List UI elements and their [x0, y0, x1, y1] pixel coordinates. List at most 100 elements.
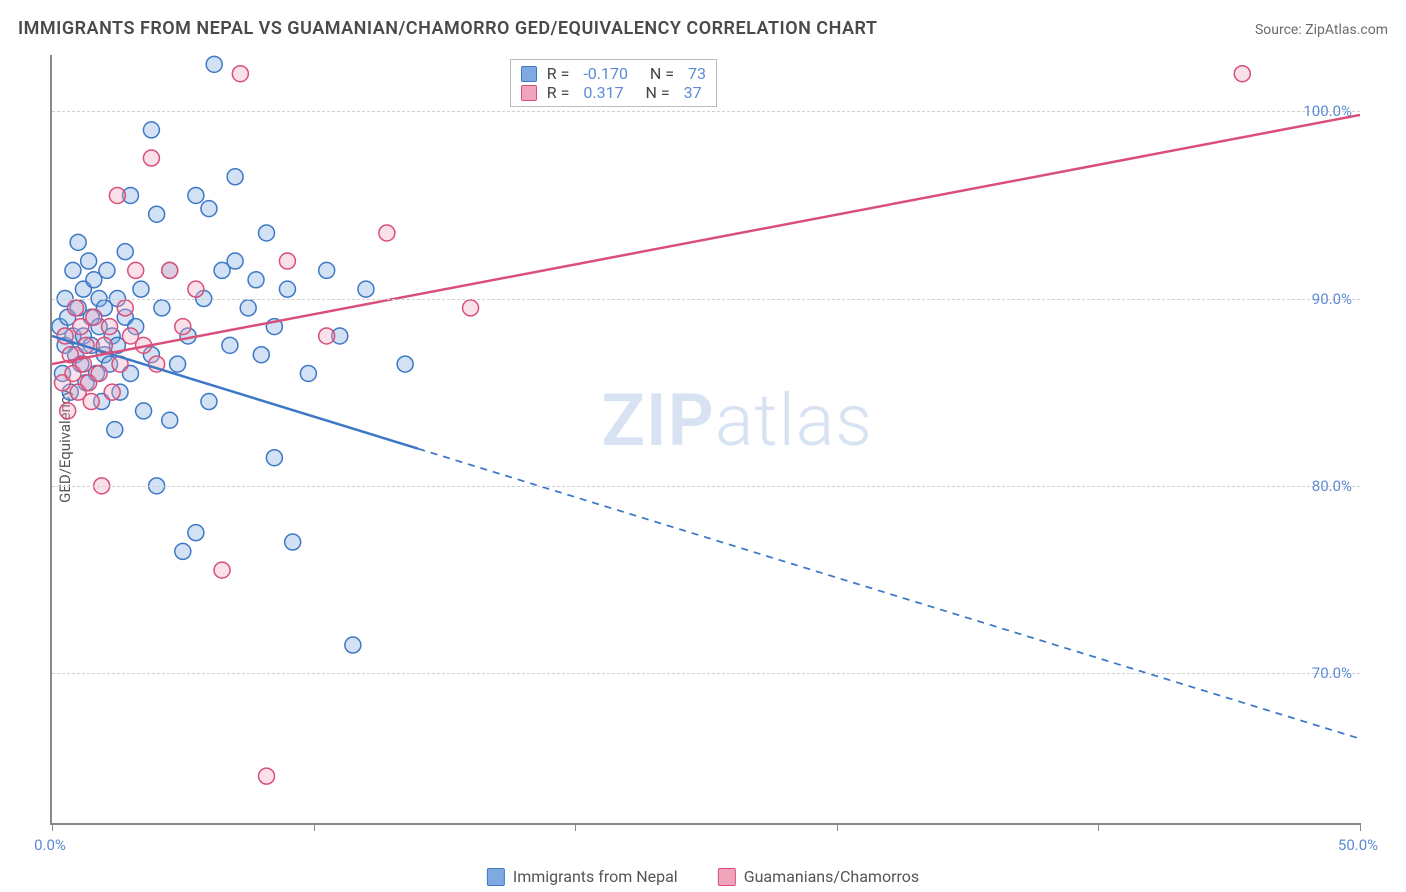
scatter-point-nepal: [227, 169, 243, 185]
scatter-point-guam: [379, 225, 395, 241]
scatter-point-nepal: [240, 300, 256, 316]
stats-r-value-nepal: -0.170: [583, 64, 628, 83]
x-tick: [837, 823, 838, 831]
x-tick: [575, 823, 576, 831]
scatter-point-nepal: [222, 337, 238, 353]
scatter-point-nepal: [319, 262, 335, 278]
scatter-point-nepal: [253, 347, 269, 363]
stats-row-nepal: R = -0.170 N = 73: [521, 64, 706, 83]
scatter-point-nepal: [285, 534, 301, 550]
scatter-point-guam: [68, 300, 84, 316]
scatter-point-nepal: [248, 272, 264, 288]
scatter-point-nepal: [206, 56, 222, 72]
y-tick-label: 90.0%: [1312, 290, 1352, 308]
scatter-point-guam: [259, 768, 275, 784]
scatter-point-nepal: [154, 300, 170, 316]
x-tick-label: 50.0%: [1338, 836, 1378, 854]
scatter-point-guam: [117, 300, 133, 316]
scatter-point-nepal: [107, 422, 123, 438]
legend-swatch-nepal: [487, 868, 505, 886]
scatter-point-nepal: [201, 201, 217, 217]
scatter-point-nepal: [266, 450, 282, 466]
scatter-point-nepal: [345, 637, 361, 653]
gridline-h: [52, 111, 1360, 112]
stats-r-value-guam: 0.317: [583, 83, 623, 102]
scatter-point-nepal: [201, 394, 217, 410]
chart-svg: [52, 55, 1360, 823]
scatter-point-guam: [128, 262, 144, 278]
legend-item-guam: Guamanians/Chamorros: [718, 867, 919, 886]
scatter-point-nepal: [175, 543, 191, 559]
source-prefix: Source:: [1255, 22, 1305, 38]
source-label: Source: ZipAtlas.com: [1255, 22, 1388, 38]
scatter-point-guam: [60, 403, 76, 419]
x-tick: [52, 823, 53, 831]
scatter-point-nepal: [170, 356, 186, 372]
scatter-point-nepal: [143, 122, 159, 138]
legend-label-nepal: Immigrants from Nepal: [513, 867, 678, 886]
scatter-point-guam: [279, 253, 295, 269]
stats-row-guam: R = 0.317 N = 37: [521, 83, 706, 102]
legend-label-guam: Guamanians/Chamorros: [744, 867, 919, 886]
scatter-point-nepal: [188, 187, 204, 203]
plot-area: 70.0%80.0%90.0%100.0%ZIPatlasR = -0.170 …: [50, 55, 1360, 825]
bottom-legend: Immigrants from Nepal Guamanians/Chamorr…: [487, 867, 919, 886]
stats-n-value-nepal: 73: [688, 64, 706, 83]
scatter-point-guam: [109, 187, 125, 203]
scatter-point-nepal: [300, 365, 316, 381]
scatter-point-nepal: [70, 234, 86, 250]
scatter-point-guam: [162, 262, 178, 278]
scatter-point-nepal: [117, 244, 133, 260]
stats-box: R = -0.170 N = 73R = 0.317 N = 37: [510, 59, 717, 107]
y-tick-label: 100.0%: [1303, 102, 1352, 120]
scatter-point-nepal: [358, 281, 374, 297]
scatter-point-nepal: [65, 262, 81, 278]
scatter-point-guam: [143, 150, 159, 166]
scatter-point-guam: [232, 66, 248, 82]
scatter-point-guam: [1234, 66, 1250, 82]
scatter-point-guam: [104, 384, 120, 400]
x-tick: [1098, 823, 1099, 831]
scatter-point-nepal: [397, 356, 413, 372]
scatter-point-guam: [102, 319, 118, 335]
scatter-point-nepal: [279, 281, 295, 297]
chart-title: IMMIGRANTS FROM NEPAL VS GUAMANIAN/CHAMO…: [18, 18, 877, 39]
gridline-h: [52, 673, 1360, 674]
x-tick-label: 0.0%: [34, 836, 66, 854]
source-link[interactable]: ZipAtlas.com: [1305, 22, 1388, 38]
scatter-point-nepal: [188, 525, 204, 541]
scatter-point-guam: [91, 365, 107, 381]
y-tick-label: 80.0%: [1312, 477, 1352, 495]
stats-n-label: N =: [634, 83, 674, 102]
scatter-point-nepal: [81, 253, 97, 269]
y-tick-label: 70.0%: [1312, 664, 1352, 682]
scatter-point-guam: [463, 300, 479, 316]
regression-line-dashed-nepal: [418, 449, 1360, 739]
x-tick: [314, 823, 315, 831]
gridline-h: [52, 299, 1360, 300]
scatter-point-guam: [175, 319, 191, 335]
legend-swatch-guam: [718, 868, 736, 886]
stats-swatch-nepal: [521, 66, 537, 82]
stats-r-label: R =: [547, 64, 574, 83]
scatter-point-nepal: [136, 403, 152, 419]
x-tick: [1360, 823, 1361, 831]
scatter-point-nepal: [149, 206, 165, 222]
stats-r-label: R =: [547, 83, 574, 102]
gridline-h: [52, 486, 1360, 487]
scatter-point-nepal: [99, 262, 115, 278]
scatter-point-guam: [319, 328, 335, 344]
legend-item-nepal: Immigrants from Nepal: [487, 867, 678, 886]
stats-swatch-guam: [521, 85, 537, 101]
scatter-point-guam: [86, 309, 102, 325]
scatter-point-nepal: [259, 225, 275, 241]
scatter-point-nepal: [227, 253, 243, 269]
scatter-point-nepal: [133, 281, 149, 297]
scatter-point-guam: [83, 394, 99, 410]
scatter-point-guam: [214, 562, 230, 578]
stats-n-value-guam: 37: [684, 83, 702, 102]
regression-line-guam: [52, 115, 1360, 364]
scatter-point-nepal: [162, 412, 178, 428]
scatter-point-guam: [188, 281, 204, 297]
stats-n-label: N =: [638, 64, 678, 83]
